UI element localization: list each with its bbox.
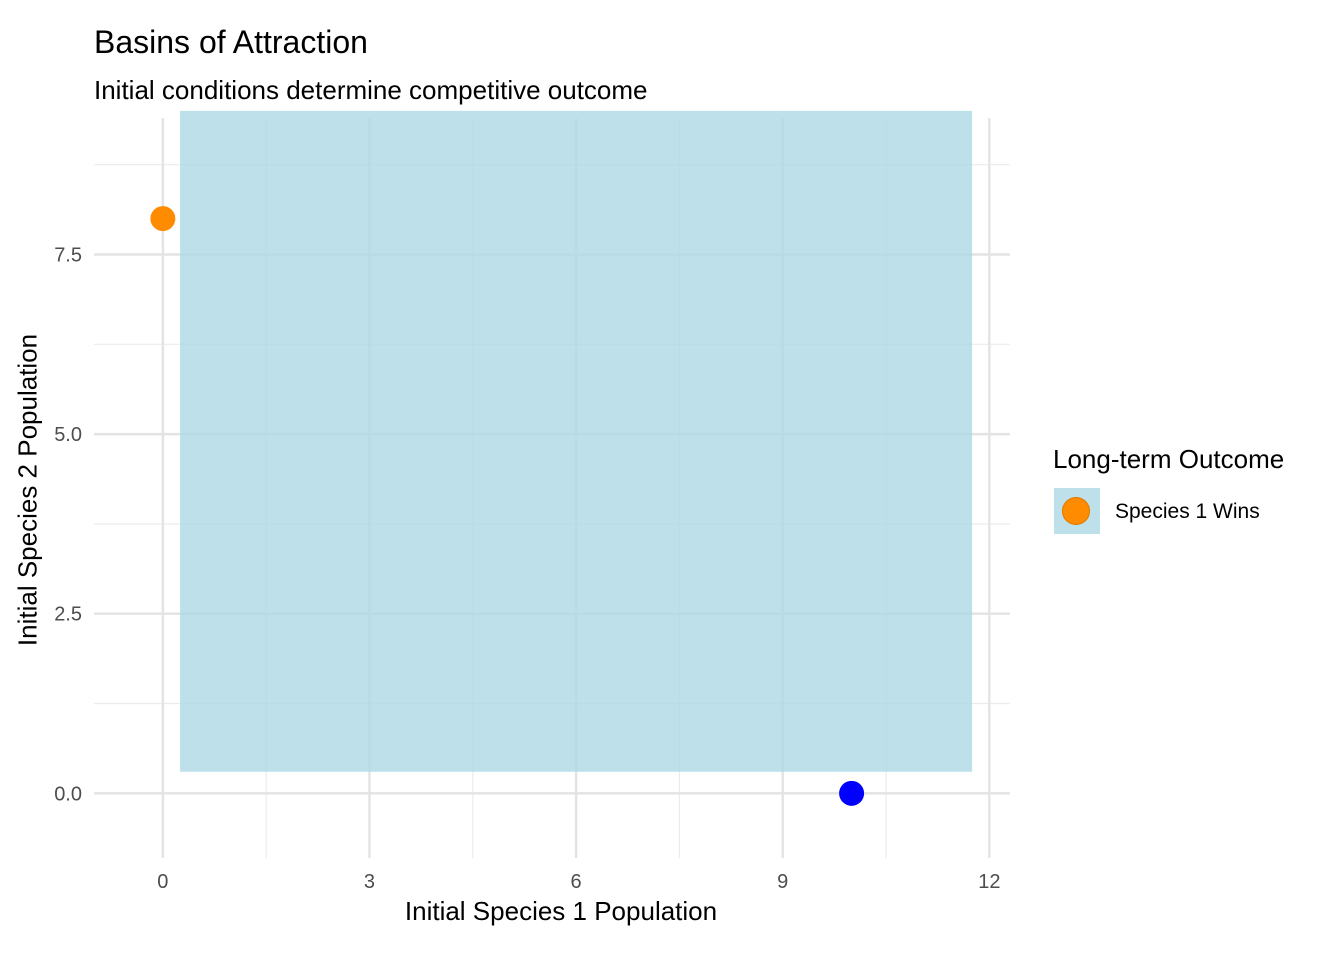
chart-title: Basins of Attraction — [94, 24, 368, 60]
y-tick-label: 2.5 — [54, 604, 82, 626]
legend-entry-label: Species 1 Wins — [1115, 500, 1260, 523]
x-tick-label: 3 — [364, 871, 375, 893]
x-tick-label: 0 — [157, 871, 168, 893]
y-tick-label: 7.5 — [54, 245, 82, 267]
x-axis-label: Initial Species 1 Population — [404, 896, 718, 926]
legend-key-point — [1062, 497, 1090, 525]
y-tick-label: 0.0 — [54, 783, 82, 805]
x-tick-label: 9 — [777, 871, 788, 893]
chart-subtitle: Initial conditions determine competitive… — [94, 75, 648, 105]
data-point — [839, 780, 865, 806]
y-tick-label: 5.0 — [54, 424, 82, 446]
y-axis-label: Initial Species 2 Population — [12, 333, 43, 647]
legend-title: Long-term Outcome — [1053, 444, 1285, 474]
x-tick-label: 6 — [571, 871, 582, 893]
basin-region — [180, 110, 973, 772]
x-tick-label: 12 — [978, 871, 1000, 893]
data-point — [150, 206, 176, 232]
